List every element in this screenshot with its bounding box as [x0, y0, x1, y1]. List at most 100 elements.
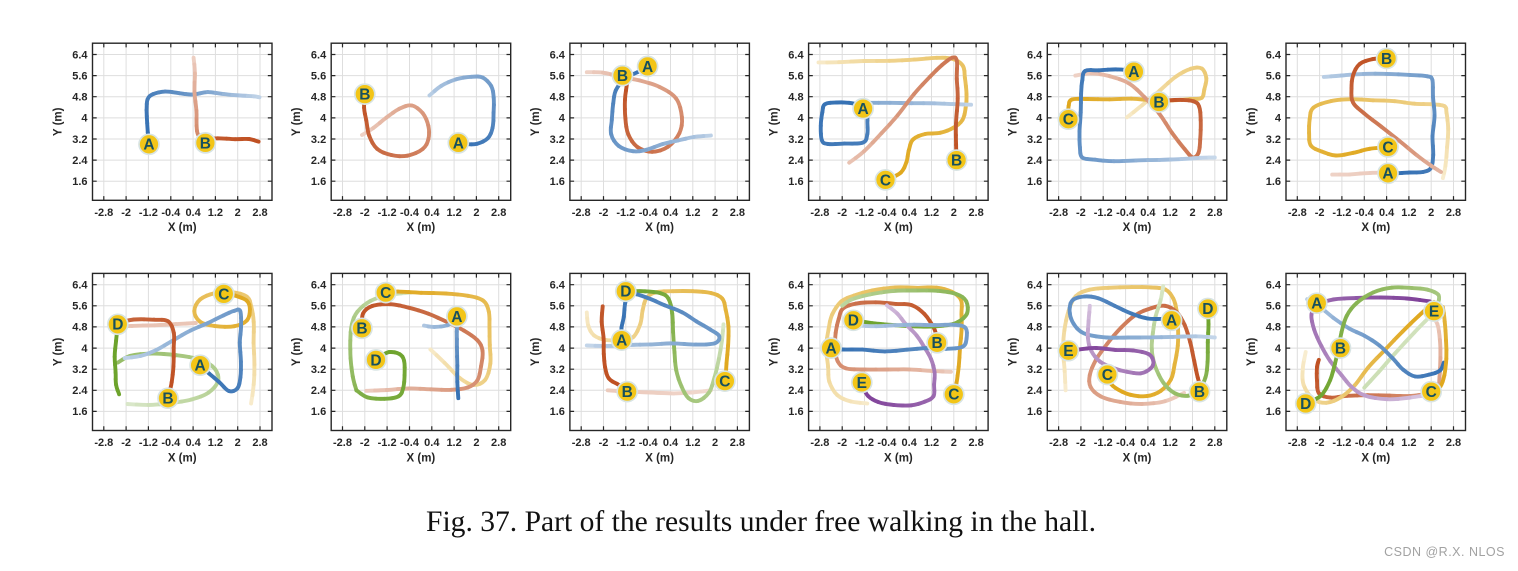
svg-text:2.8: 2.8 — [1446, 207, 1461, 219]
svg-text:B: B — [356, 321, 367, 338]
svg-text:0.4: 0.4 — [1379, 207, 1395, 219]
svg-text:4.8: 4.8 — [1027, 322, 1042, 334]
svg-text:A: A — [857, 101, 868, 118]
svg-text:-0.4: -0.4 — [400, 207, 420, 219]
svg-text:4.8: 4.8 — [311, 322, 326, 334]
svg-text:-2.8: -2.8 — [333, 207, 352, 219]
svg-text:A: A — [825, 341, 836, 358]
svg-text:-0.4: -0.4 — [1355, 207, 1375, 219]
svg-text:4.8: 4.8 — [72, 92, 87, 104]
svg-text:X (m): X (m) — [168, 222, 197, 234]
svg-text:X (m): X (m) — [1361, 222, 1390, 234]
svg-text:2.8: 2.8 — [252, 437, 267, 449]
svg-text:-2.8: -2.8 — [94, 207, 113, 219]
svg-text:4: 4 — [559, 343, 566, 355]
svg-text:-2: -2 — [1315, 207, 1325, 219]
svg-text:2.8: 2.8 — [968, 437, 983, 449]
svg-text:3.2: 3.2 — [311, 134, 326, 146]
svg-text:2: 2 — [1428, 207, 1434, 219]
svg-text:3.2: 3.2 — [1027, 134, 1042, 146]
svg-text:1.6: 1.6 — [72, 176, 87, 188]
svg-text:0.4: 0.4 — [1140, 437, 1156, 449]
svg-text:2.8: 2.8 — [730, 207, 745, 219]
svg-text:2.4: 2.4 — [788, 385, 804, 397]
svg-text:-1.2: -1.2 — [616, 437, 635, 449]
svg-text:2.4: 2.4 — [311, 385, 327, 397]
svg-text:-2: -2 — [599, 207, 609, 219]
svg-text:X (m): X (m) — [1123, 222, 1152, 234]
svg-text:2: 2 — [1189, 437, 1195, 449]
svg-text:-1.2: -1.2 — [1094, 437, 1113, 449]
svg-text:5.6: 5.6 — [550, 70, 565, 82]
svg-text:2.4: 2.4 — [1027, 155, 1043, 167]
svg-text:Y (m): Y (m) — [1246, 107, 1258, 136]
svg-text:C: C — [880, 172, 891, 189]
svg-text:2.8: 2.8 — [968, 207, 983, 219]
svg-text:5.6: 5.6 — [72, 70, 87, 82]
svg-text:0.4: 0.4 — [1140, 207, 1156, 219]
svg-text:3.2: 3.2 — [550, 364, 565, 376]
svg-text:-2.8: -2.8 — [1049, 437, 1068, 449]
svg-text:B: B — [951, 153, 962, 170]
svg-text:2: 2 — [473, 437, 479, 449]
svg-text:2.8: 2.8 — [1207, 437, 1222, 449]
svg-text:2.8: 2.8 — [1446, 437, 1461, 449]
svg-text:0.4: 0.4 — [1379, 437, 1395, 449]
svg-text:4.8: 4.8 — [1266, 322, 1281, 334]
svg-text:6.4: 6.4 — [788, 280, 804, 292]
svg-text:0.4: 0.4 — [185, 207, 201, 219]
svg-text:A: A — [616, 333, 627, 350]
svg-text:6.4: 6.4 — [1266, 280, 1282, 292]
svg-text:1.6: 1.6 — [550, 406, 565, 418]
svg-text:2.4: 2.4 — [550, 385, 566, 397]
svg-text:A: A — [1382, 166, 1393, 183]
svg-text:A: A — [143, 137, 154, 154]
svg-text:D: D — [370, 352, 381, 369]
svg-text:-2.8: -2.8 — [94, 437, 113, 449]
svg-text:A: A — [453, 135, 464, 152]
svg-text:2.4: 2.4 — [1027, 385, 1043, 397]
svg-text:D: D — [1202, 301, 1213, 318]
svg-text:X (m): X (m) — [884, 452, 913, 464]
svg-text:0.4: 0.4 — [185, 437, 201, 449]
svg-text:6.4: 6.4 — [550, 280, 566, 292]
svg-text:Y (m): Y (m) — [1246, 337, 1258, 366]
svg-text:-0.4: -0.4 — [639, 207, 659, 219]
svg-text:X (m): X (m) — [1361, 452, 1390, 464]
svg-text:D: D — [848, 313, 859, 330]
svg-text:2: 2 — [951, 207, 957, 219]
svg-text:A: A — [1166, 313, 1177, 330]
svg-text:B: B — [931, 335, 942, 352]
svg-text:1.2: 1.2 — [208, 437, 223, 449]
svg-text:-0.4: -0.4 — [1355, 437, 1375, 449]
svg-text:1.6: 1.6 — [72, 406, 87, 418]
svg-text:1.2: 1.2 — [446, 437, 461, 449]
svg-text:-2: -2 — [837, 437, 847, 449]
svg-text:1.2: 1.2 — [685, 207, 700, 219]
svg-text:4.8: 4.8 — [788, 92, 803, 104]
svg-text:2.4: 2.4 — [1266, 155, 1282, 167]
svg-text:1.2: 1.2 — [446, 207, 461, 219]
svg-text:D: D — [620, 284, 631, 301]
svg-text:1.6: 1.6 — [1266, 406, 1281, 418]
svg-text:4: 4 — [559, 113, 566, 125]
svg-text:1.6: 1.6 — [788, 176, 803, 188]
svg-text:2.8: 2.8 — [491, 437, 506, 449]
svg-text:Y (m): Y (m) — [530, 337, 542, 366]
svg-text:A: A — [642, 59, 653, 76]
svg-text:1.2: 1.2 — [1163, 437, 1178, 449]
svg-text:6.4: 6.4 — [1027, 280, 1043, 292]
svg-text:C: C — [218, 286, 229, 303]
svg-text:B: B — [1194, 384, 1205, 401]
svg-text:5.6: 5.6 — [1266, 301, 1281, 313]
svg-text:1.2: 1.2 — [1401, 207, 1416, 219]
svg-text:4: 4 — [797, 343, 804, 355]
svg-text:-2: -2 — [121, 437, 131, 449]
svg-text:5.6: 5.6 — [72, 301, 87, 313]
svg-text:1.2: 1.2 — [208, 207, 223, 219]
svg-text:D: D — [1300, 396, 1311, 413]
svg-text:-1.2: -1.2 — [1332, 207, 1351, 219]
svg-text:B: B — [162, 391, 173, 408]
svg-text:5.6: 5.6 — [311, 70, 326, 82]
svg-text:0.4: 0.4 — [663, 207, 679, 219]
